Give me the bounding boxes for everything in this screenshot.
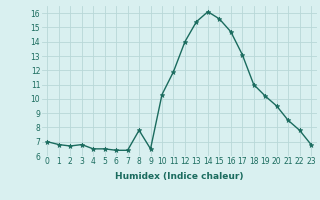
X-axis label: Humidex (Indice chaleur): Humidex (Indice chaleur) xyxy=(115,172,244,181)
